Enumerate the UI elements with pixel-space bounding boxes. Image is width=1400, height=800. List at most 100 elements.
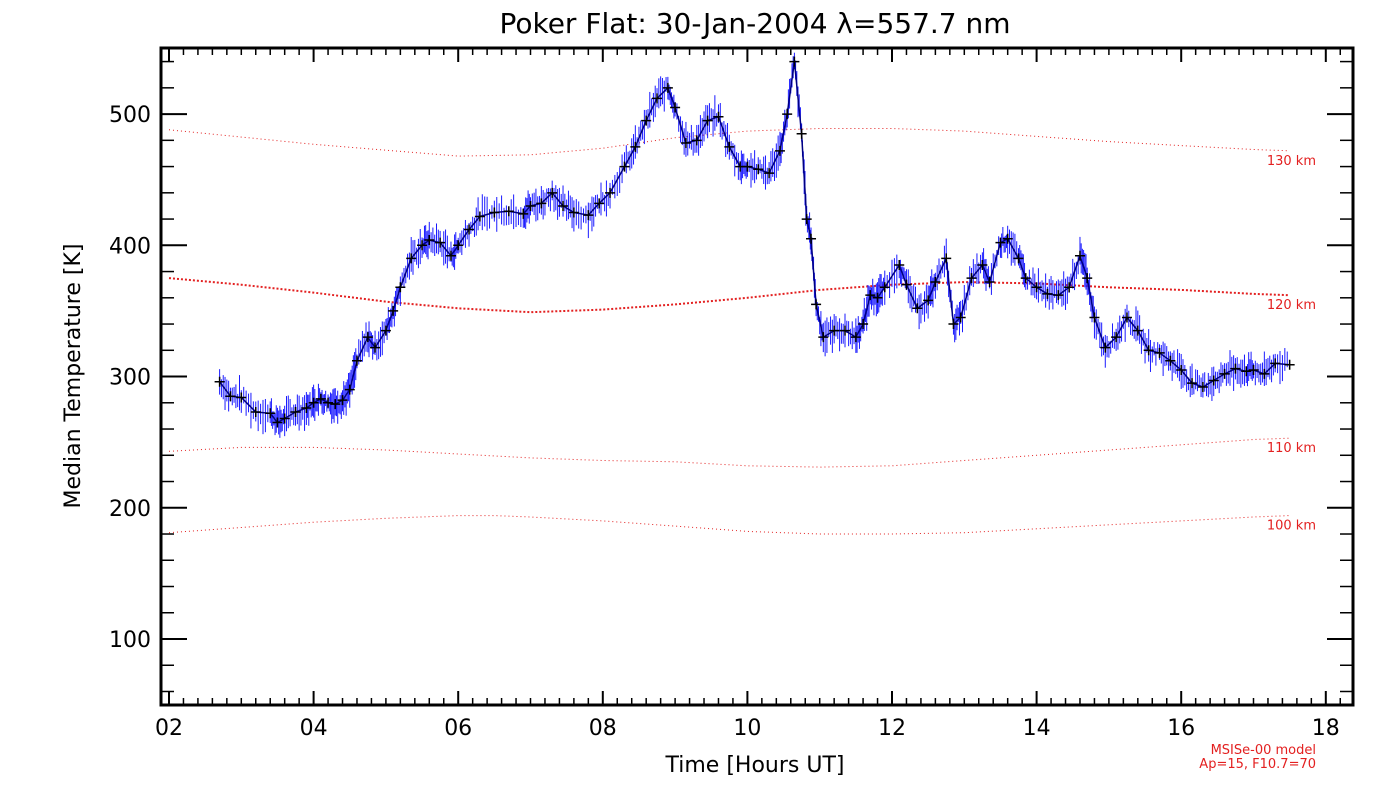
x-tick-label: 14 [1023, 716, 1051, 741]
data-point [594, 198, 605, 209]
y-tick-label: 100 [109, 628, 151, 653]
data-point [547, 187, 558, 198]
data-point [1241, 366, 1252, 377]
data-point [453, 240, 464, 251]
data-point [702, 115, 713, 126]
data-point [388, 305, 399, 316]
data-point [901, 279, 912, 290]
data-point [250, 406, 261, 417]
data-point [424, 235, 435, 246]
data-point [724, 141, 735, 152]
data-point [879, 282, 890, 293]
data-point [680, 137, 691, 148]
data-point [279, 413, 290, 424]
data-point [370, 342, 381, 353]
data-point [1176, 364, 1187, 375]
data-point [923, 295, 934, 306]
data-point [995, 237, 1006, 248]
data-point [619, 161, 630, 172]
data-point [225, 391, 236, 402]
data-point [308, 397, 319, 408]
data-point [236, 392, 247, 403]
model-curve-label: 120 km [1267, 298, 1316, 313]
data-point [344, 384, 355, 395]
data-point [713, 111, 724, 122]
data-point [1100, 342, 1111, 353]
data-point [1031, 282, 1042, 293]
data-point [518, 208, 529, 219]
model-footnote-line1: MSISe-00 model [1211, 743, 1316, 758]
x-tick-label: 10 [733, 716, 761, 741]
data-point [503, 206, 514, 217]
data-point [380, 325, 391, 336]
data-point [955, 312, 966, 323]
data-point [315, 393, 326, 404]
chart-title: Poker Flat: 30-Jan-2004 λ=557.7 nm [499, 7, 1010, 40]
y-axis-label: Median Temperature [K] [61, 244, 86, 509]
data-point [984, 277, 995, 288]
data-point [435, 237, 446, 248]
data-point [214, 376, 225, 387]
data-point [796, 128, 807, 139]
data-point [1042, 288, 1053, 299]
x-axis-label: Time [Hours UT] [665, 753, 845, 778]
data-point [474, 211, 485, 222]
y-tick-label: 400 [109, 234, 151, 259]
data-point [1230, 363, 1241, 374]
data-point [301, 403, 312, 414]
data-point [1121, 312, 1132, 323]
data-point [691, 135, 702, 146]
data-point [536, 198, 547, 209]
data-point [872, 292, 883, 303]
data-point [558, 200, 569, 211]
data-point [977, 259, 988, 270]
plot-frame [159, 46, 1355, 707]
data-point [1284, 359, 1295, 370]
data-point [1165, 355, 1176, 366]
data-point [605, 187, 616, 198]
data-point [1064, 282, 1075, 293]
model-curve [168, 437, 1290, 468]
data-point [782, 109, 793, 120]
model-curve [168, 515, 1290, 535]
data-point [395, 282, 406, 293]
model-curve-label: 100 km [1267, 519, 1316, 534]
data-point [1053, 290, 1064, 301]
model-curve [168, 277, 1290, 314]
data-point [583, 210, 594, 221]
y-tick-label: 300 [109, 366, 151, 391]
data-point [806, 233, 817, 244]
data-point [850, 332, 861, 343]
data-point [652, 93, 663, 104]
data-point [272, 417, 283, 428]
data-point [265, 408, 276, 419]
x-tick-label: 16 [1167, 716, 1195, 741]
model-curve-label: 110 km [1267, 441, 1316, 456]
x-tick-label: 06 [444, 716, 472, 741]
data-point [630, 141, 641, 152]
data-point [789, 56, 800, 67]
data-point [1082, 273, 1093, 284]
data-point [1020, 273, 1031, 284]
data-point [1111, 332, 1122, 343]
x-tick-label: 04 [300, 716, 328, 741]
data-point [753, 164, 764, 175]
data-point [337, 395, 348, 406]
x-tick-label: 02 [155, 716, 183, 741]
data-point [670, 102, 681, 113]
y-tick-label: 500 [109, 103, 151, 128]
data-point [417, 240, 428, 251]
data-point [930, 277, 941, 288]
data-point [1259, 368, 1270, 379]
data-point [865, 290, 876, 301]
data-point [568, 207, 579, 218]
data-point [662, 82, 673, 93]
data-point [912, 303, 923, 314]
data-point [641, 115, 652, 126]
data-point [445, 250, 456, 261]
data-point [1089, 312, 1100, 323]
data-point [1270, 358, 1281, 369]
data-point [489, 207, 500, 218]
data-point [406, 253, 417, 264]
